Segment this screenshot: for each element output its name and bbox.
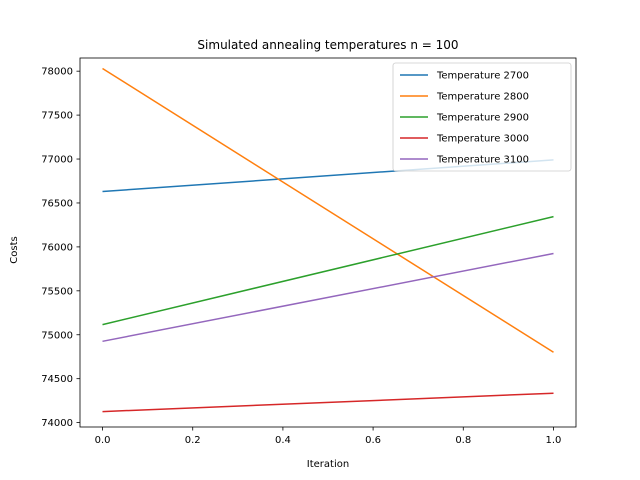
x-tick-label: 0.2: [185, 435, 201, 446]
y-tick-label: 77000: [41, 155, 73, 166]
chart-title: Simulated annealing temperatures n = 100: [197, 38, 458, 52]
y-tick-label: 74000: [41, 418, 73, 429]
legend-entry-3: Temperature 3000: [436, 134, 529, 145]
y-axis-label: Costs: [9, 236, 20, 263]
legend-entry-0: Temperature 2700: [436, 71, 529, 82]
y-tick-label: 75500: [41, 286, 73, 297]
axes-frame: [79, 57, 577, 428]
legend-entry-2: Temperature 2900: [436, 113, 529, 124]
y-tick-label: 75000: [41, 330, 73, 341]
y-tick-label: 77500: [41, 111, 73, 122]
x-tick-label: 1.0: [546, 435, 562, 446]
x-axis-label: Iteration: [307, 459, 349, 470]
x-tick-label: 0.0: [95, 435, 111, 446]
series-line-1: [102, 67, 554, 353]
y-tick-label: 78000: [41, 67, 73, 78]
y-tick-label: 76000: [41, 242, 73, 253]
legend-entry-1: Temperature 2800: [436, 92, 529, 103]
legend-box: [392, 62, 572, 172]
series-line-2: [102, 215, 554, 326]
y-tick-label: 76500: [41, 198, 73, 209]
legend-entry-4: Temperature 3100: [436, 155, 529, 166]
x-tick-label: 0.4: [275, 435, 291, 446]
series-line-4: [102, 252, 554, 343]
x-tick-label: 0.6: [365, 435, 381, 446]
series-line-3: [102, 392, 554, 413]
plot-area: 0.0 0.2 0.4 0.6 0.8 1.0 74000 74500 75000 75500 76…: [41, 57, 577, 446]
y-tick-label: 74500: [41, 374, 73, 385]
x-tick-label: 0.8: [455, 435, 471, 446]
